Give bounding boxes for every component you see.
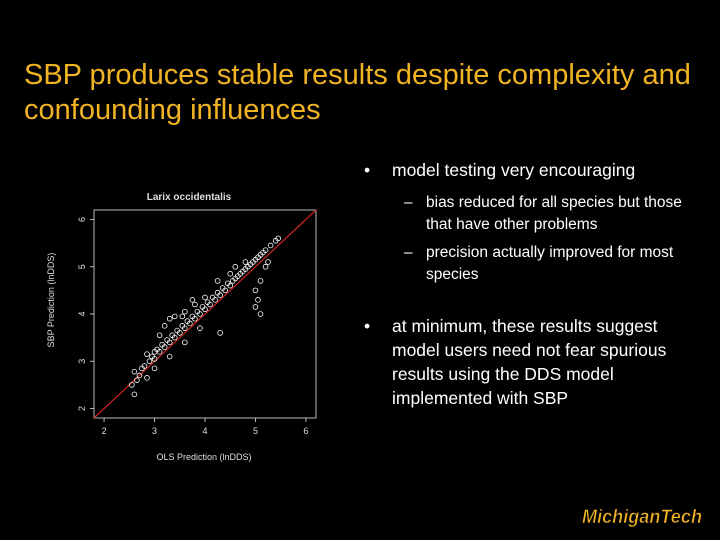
sub-bullet-text: precision actually improved for most spe…	[426, 244, 674, 283]
data-point	[227, 282, 234, 289]
data-point	[136, 372, 143, 379]
y-tick-label: 2	[77, 406, 87, 411]
data-point	[182, 339, 188, 346]
y-tick-label: 3	[77, 359, 87, 364]
data-point	[257, 311, 264, 317]
bullet-text: at minimum, these results suggest model …	[392, 316, 667, 408]
data-point	[171, 334, 178, 341]
scatter-chart: Larix occidentalis 2 3 4 5 6 2 3 4 5 6 OLS Predic…	[44, 182, 334, 472]
logo-text: MichiganTech	[582, 507, 702, 528]
sub-bullet-list: – bias reduced for all species but those…	[364, 192, 684, 286]
x-tick-label: 5	[253, 426, 258, 436]
data-point	[182, 325, 188, 331]
data-point	[161, 344, 168, 350]
data-point	[166, 353, 173, 360]
data-point	[156, 332, 163, 339]
slide-title: SBP produces stable results despite comp…	[24, 59, 691, 126]
data-point	[144, 351, 150, 357]
chart-y-label: SBP Prediction (lnDDS)	[46, 253, 56, 348]
data-point	[151, 365, 158, 372]
chart-canvas: Larix occidentalis 2 3 4 5 6 2 3 4 5 6 OLS Predic…	[44, 182, 334, 472]
sub-bullet-item: – bias reduced for all species but those…	[404, 192, 684, 236]
data-point	[134, 377, 140, 383]
data-point	[179, 313, 186, 320]
data-point	[214, 278, 221, 284]
x-tick-label: 6	[303, 426, 308, 436]
data-point	[182, 308, 188, 315]
data-point	[222, 287, 228, 294]
sub-bullet-item: – precision actually improved for most s…	[404, 242, 684, 286]
data-point	[131, 391, 138, 398]
data-point	[262, 247, 269, 253]
data-point	[217, 292, 223, 298]
data-point	[212, 297, 218, 303]
y-tick-label: 5	[77, 264, 87, 269]
bullet-list: • model testing very encouraging – bias …	[364, 158, 684, 420]
bullet-marker: •	[364, 316, 371, 336]
data-point	[202, 306, 208, 313]
data-point	[227, 271, 234, 277]
bullet-item: • at minimum, these results suggest mode…	[364, 314, 684, 410]
data-point	[217, 330, 223, 336]
bullet-text: model testing very encouraging	[392, 160, 636, 180]
data-point	[151, 356, 158, 362]
data-point	[242, 259, 249, 265]
data-point	[187, 320, 193, 327]
data-point	[232, 263, 239, 270]
data-point	[144, 375, 150, 381]
data-point	[171, 313, 178, 320]
data-point	[131, 368, 138, 375]
logo-graphic: MichiganTech	[582, 507, 703, 529]
data-point	[252, 287, 259, 294]
reference-line	[93, 209, 317, 419]
data-point	[265, 259, 271, 265]
data-point	[129, 382, 135, 388]
data-point	[189, 297, 196, 303]
data-point	[192, 315, 198, 322]
x-tick-label: 2	[102, 426, 107, 436]
data-point	[176, 330, 183, 336]
sub-bullet-text: bias reduced for all species but those t…	[426, 194, 682, 233]
data-point	[275, 235, 281, 242]
bullet-marker: •	[364, 160, 371, 180]
data-point	[255, 297, 261, 303]
chart-title: Larix occidentalis	[147, 192, 232, 203]
data-point	[202, 294, 208, 301]
data-point	[166, 315, 173, 322]
y-tick-label: 4	[77, 311, 87, 316]
data-point	[262, 263, 269, 270]
data-point	[197, 325, 203, 331]
y-tick-label: 6	[77, 217, 87, 222]
data-point	[161, 323, 168, 329]
data-point	[257, 278, 264, 284]
data-point	[192, 301, 198, 308]
data-point	[252, 304, 259, 310]
data-point	[267, 242, 274, 249]
data-point	[146, 358, 153, 365]
x-tick-label: 3	[152, 426, 157, 436]
michigan-tech-logo: MichiganTech	[580, 500, 705, 532]
data-point	[141, 363, 148, 369]
sub-bullet-marker: –	[404, 194, 413, 211]
data-point	[197, 311, 203, 317]
data-point	[156, 349, 163, 355]
bullet-item: • model testing very encouraging	[364, 158, 684, 182]
chart-x-label: OLS Prediction (lnDDS)	[156, 452, 251, 462]
x-tick-label: 4	[202, 426, 207, 436]
data-point	[166, 339, 173, 346]
chart-background	[44, 182, 334, 472]
sub-bullet-marker: –	[404, 244, 413, 261]
data-point	[207, 301, 213, 308]
